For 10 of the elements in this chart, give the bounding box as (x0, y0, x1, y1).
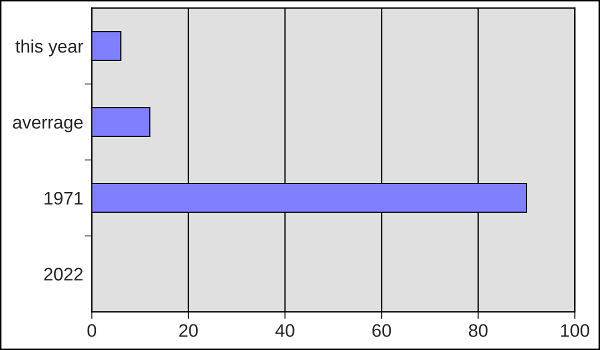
y-tick-label: 1971 (44, 192, 83, 205)
y-tick-label: this year (16, 39, 84, 56)
x-tick-label: 80 (468, 324, 488, 337)
y-tick-label: 2022 (44, 268, 83, 281)
x-tick-label: 60 (372, 324, 391, 337)
y-tick-label: averrage (12, 118, 83, 132)
x-tick-label: 0 (87, 324, 96, 337)
x-tick-label: 40 (275, 324, 294, 337)
x-tick-label: 100 (561, 324, 590, 337)
x-tick-label: 20 (179, 324, 198, 337)
